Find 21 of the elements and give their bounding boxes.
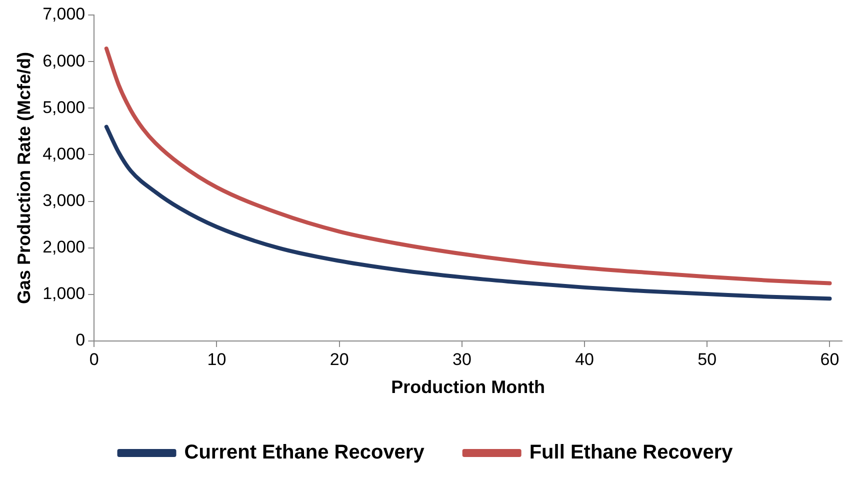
legend-label: Current Ethane Recovery <box>184 442 426 464</box>
x-tick-label: 50 <box>698 350 717 369</box>
x-axis-title: Production Month <box>391 377 546 398</box>
y-axis-title: Gas Production Rate (Mcfe/d) <box>14 52 34 304</box>
x-tick-label: 10 <box>207 350 226 369</box>
y-tick-label: 2,000 <box>42 238 86 257</box>
y-tick-label: 0 <box>76 330 86 350</box>
y-tick-label: 6,000 <box>42 51 86 70</box>
y-tick-label: 3,000 <box>42 190 86 210</box>
x-tick-label: 40 <box>575 350 594 369</box>
legend-label: Full Ethane Recovery <box>529 442 734 464</box>
x-tick-label: 30 <box>452 350 472 369</box>
y-tick-label: 7,000 <box>42 4 86 24</box>
x-tick-label: 20 <box>330 350 349 369</box>
line-series <box>104 124 832 301</box>
y-tick-label: 4,000 <box>42 144 86 164</box>
y-tick-label: 5,000 <box>42 98 86 117</box>
line-series <box>104 46 832 286</box>
x-tick-label: 0 <box>89 350 99 369</box>
y-tick-label: 1,000 <box>42 284 86 304</box>
x-tick-label: 60 <box>820 350 840 369</box>
